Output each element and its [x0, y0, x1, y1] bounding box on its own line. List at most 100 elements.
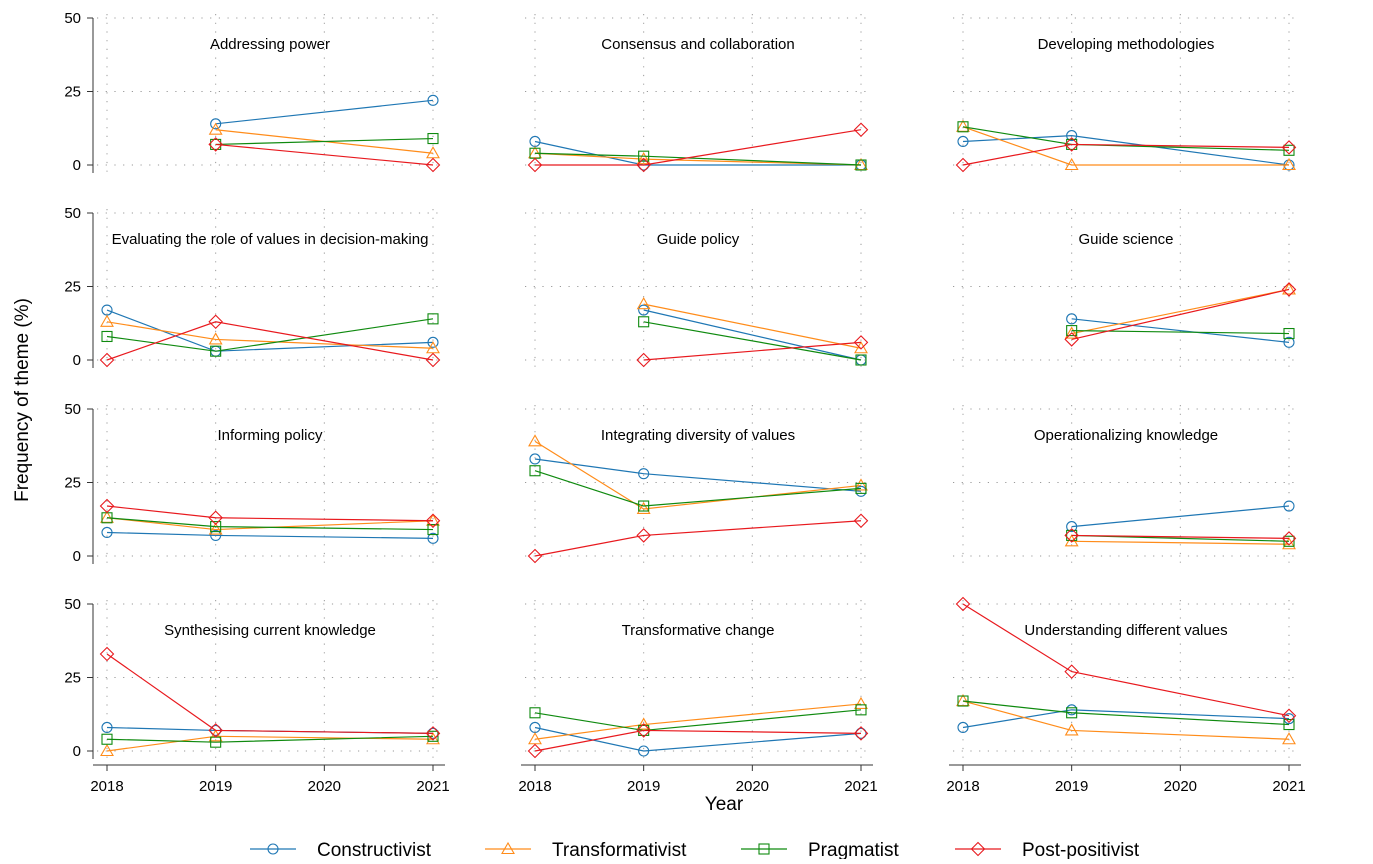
series-constructivist [210, 94, 439, 130]
series-pragmatist [101, 313, 439, 357]
legend-marker [758, 843, 770, 855]
y-tick-label: 0 [73, 743, 81, 760]
series-constructivist [101, 721, 439, 739]
series-post-positivist [527, 723, 869, 759]
data-point [854, 341, 868, 354]
data-point [638, 316, 650, 328]
series-transformativist [208, 122, 440, 159]
panel-integrating-diversity-of-values: Integrating diversity of values [525, 405, 873, 564]
series-line [534, 729, 862, 752]
data-point [854, 696, 868, 710]
data-point [1066, 313, 1078, 325]
series-line [106, 735, 434, 752]
panel-addressing-power: 0 25 50 Addressing power [64, 10, 445, 174]
series-post-positivist [1064, 528, 1297, 546]
series-line [215, 143, 434, 166]
data-point [855, 482, 867, 494]
data-point [427, 313, 439, 325]
data-point [101, 733, 113, 745]
data-point [638, 500, 650, 512]
data-point [101, 330, 113, 343]
data-point [427, 532, 439, 544]
panel-title: Transformative change [622, 622, 775, 639]
series-transformativist [1064, 282, 1296, 339]
data-point [854, 478, 868, 491]
series-constructivist [101, 304, 439, 357]
data-point [426, 732, 440, 745]
panel-title: Informing policy [217, 427, 323, 444]
panel-transformative-change: 2018 2019 2020 2021 Transformative change [518, 600, 878, 795]
data-point [636, 297, 651, 310]
data-point [1281, 708, 1297, 723]
data-point [855, 704, 867, 716]
series-line [215, 137, 434, 146]
series-post-positivist [99, 498, 441, 528]
data-point [1066, 130, 1078, 142]
data-point [957, 695, 969, 707]
series-post-positivist [527, 122, 869, 173]
data-point [527, 743, 543, 759]
data-point [1282, 282, 1296, 295]
data-point [1282, 732, 1296, 745]
data-point [853, 513, 869, 528]
data-point [427, 132, 439, 145]
series-pragmatist [638, 316, 867, 366]
series-constructivist [957, 704, 1295, 734]
legend-marker [501, 841, 515, 855]
legend-label: Pragmatist [808, 840, 900, 859]
panel-informing-policy: 0 25 50 Informing policy [64, 401, 445, 565]
series-line [962, 700, 1290, 740]
data-point [853, 335, 869, 350]
series-line [106, 321, 434, 361]
series-pragmatist [101, 512, 439, 536]
legend-item-transformativist: Transformativist [485, 840, 687, 861]
series-line [534, 703, 862, 740]
data-point [425, 157, 441, 173]
data-point [427, 730, 439, 742]
series-post-positivist [99, 646, 441, 741]
data-point [638, 468, 650, 480]
panel-title: Guide policy [657, 231, 740, 248]
data-point [1281, 140, 1297, 155]
data-point [529, 707, 541, 719]
panel-title: Synthesising current knowledge [164, 622, 376, 639]
data-point [101, 721, 113, 734]
series-line [534, 152, 862, 166]
y-tick-label: 25 [64, 279, 81, 296]
data-point [955, 157, 971, 173]
y-tick-label: 50 [64, 596, 81, 613]
data-point [957, 135, 969, 148]
data-point [1283, 535, 1295, 547]
data-point [1064, 664, 1079, 679]
y-tick-label: 0 [73, 548, 81, 565]
panel-understanding-different-values: 2018 2019 2020 2021 Understanding different … [946, 596, 1306, 795]
series-post-positivist [955, 137, 1297, 173]
series-line [962, 700, 1290, 726]
series-line [643, 341, 862, 361]
data-point [99, 646, 115, 662]
series-line [106, 735, 434, 743]
x-tick-label: 2019 [199, 778, 232, 795]
y-tick-label: 25 [64, 84, 81, 101]
panels-layer: 0 25 50 Addressing power Consensus and colla… [64, 10, 1305, 795]
panel-developing-methodologies: Developing methodologies [953, 14, 1301, 173]
data-point [855, 159, 867, 171]
x-tick-label: 2020 [308, 778, 341, 795]
data-point [427, 523, 439, 536]
data-point [1064, 137, 1079, 152]
series-constructivist [529, 721, 867, 757]
data-point [210, 529, 222, 541]
data-point [100, 314, 114, 327]
panel-evaluating-the-role-of-values-in-decision-making: 0 25 50 Evaluating the role of values in de… [64, 205, 445, 369]
data-point [100, 510, 114, 523]
series-line [534, 140, 861, 166]
panel-title: Evaluating the role of values in decisio… [112, 231, 429, 248]
data-point [1283, 718, 1295, 731]
x-tick-label: 2018 [518, 778, 551, 795]
series-line [1071, 505, 1290, 528]
series-transformativist [100, 510, 440, 535]
data-point [1283, 144, 1295, 156]
data-point [1282, 157, 1296, 171]
data-point [636, 352, 651, 368]
data-point [1064, 723, 1079, 736]
